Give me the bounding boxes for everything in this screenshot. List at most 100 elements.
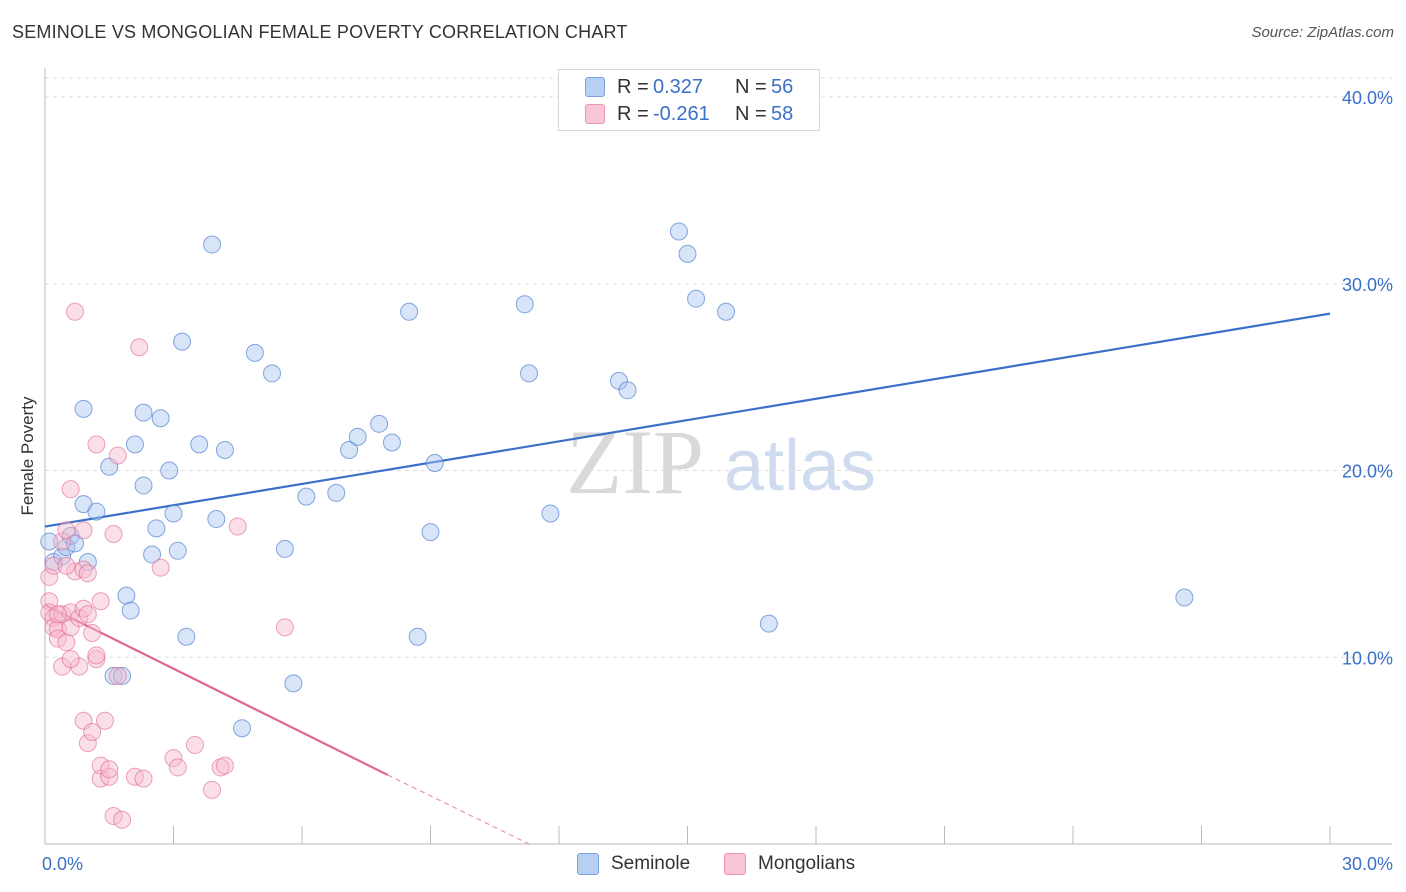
legend-mongolians-label: Mongolians xyxy=(758,853,856,874)
legend-r-value: -0.261 xyxy=(653,102,710,125)
legend-n-value: 56 xyxy=(771,75,794,98)
seminole-point xyxy=(134,403,153,422)
seminole-point xyxy=(687,289,706,308)
seminole-point xyxy=(215,440,234,459)
watermark-atlas: atlas xyxy=(724,426,876,506)
y-tick-label: 30.0% xyxy=(1342,275,1393,295)
seminole-point xyxy=(263,364,282,383)
mongolians-point xyxy=(70,609,89,628)
legend-row-seminole: R = 0.327 N = 56 xyxy=(585,74,793,100)
seminole-point xyxy=(425,454,444,473)
mongolians-point xyxy=(228,517,247,536)
bottom-legend-mongolians: Mongolians xyxy=(724,852,855,876)
mongolians-point xyxy=(100,760,119,779)
seminole-point xyxy=(515,295,534,314)
seminole-point xyxy=(1175,588,1194,607)
seminole-point xyxy=(759,614,778,633)
mongolians-trend-extension xyxy=(387,774,530,845)
legend-r-value: 0.327 xyxy=(653,75,704,98)
trend-lines xyxy=(44,312,1331,845)
seminole-point xyxy=(618,381,637,400)
seminole-point xyxy=(370,414,389,433)
legend-seminole-label: Seminole xyxy=(611,853,691,874)
seminole-point xyxy=(245,343,264,362)
mongolians-point xyxy=(130,338,149,357)
seminole-point xyxy=(147,519,166,538)
mongolians-point xyxy=(78,564,97,583)
chart-title: SEMINOLE VS MONGOLIAN FEMALE POVERTY COR… xyxy=(12,22,628,42)
seminole-point xyxy=(284,674,303,693)
mongolians-point xyxy=(185,736,204,755)
y-tick-label: 40.0% xyxy=(1342,88,1393,108)
seminole-point xyxy=(177,627,196,646)
mongolians-point xyxy=(83,722,102,741)
seminole-point xyxy=(520,364,539,383)
mongolians-swatch xyxy=(585,104,605,124)
seminole-point xyxy=(408,627,427,646)
seminole-point xyxy=(125,435,144,454)
seminole-swatch xyxy=(585,77,605,97)
mongolians-point xyxy=(113,810,132,829)
seminole-point xyxy=(421,523,440,542)
mongolians-point xyxy=(44,556,63,575)
mongolians-point xyxy=(151,558,170,577)
mongolians-point xyxy=(100,767,119,786)
mongolians-point xyxy=(134,769,153,788)
seminole-point xyxy=(541,504,560,523)
seminole-point xyxy=(207,510,226,529)
mongolians-point xyxy=(40,567,59,586)
mongolians-point xyxy=(57,521,76,540)
mongolians-point xyxy=(78,605,97,624)
mongolians-point xyxy=(203,780,222,799)
mongolians-point xyxy=(61,650,80,669)
mongolians-point xyxy=(104,806,123,825)
seminole-point xyxy=(117,586,136,605)
bottom-legend-seminole: Seminole xyxy=(577,852,690,876)
x-tick-label: 30.0% xyxy=(1342,854,1393,874)
seminole-point xyxy=(168,541,187,560)
seminole-point xyxy=(348,427,367,446)
mongolians-point xyxy=(215,756,234,775)
mongolians-point xyxy=(108,446,127,465)
seminole-point xyxy=(173,332,192,351)
mongolians-point xyxy=(87,435,106,454)
seminole-point xyxy=(233,719,252,738)
mongolians-point xyxy=(168,758,187,777)
seminole-point xyxy=(74,399,93,418)
mongolians-point xyxy=(61,480,80,499)
mongolians-point xyxy=(53,532,72,551)
chart-source: Source: ZipAtlas.com xyxy=(1251,24,1394,41)
legend-row-mongolians: R = -0.261 N = 58 xyxy=(585,101,793,127)
mongolians-point xyxy=(48,605,67,624)
mongolians-point xyxy=(104,524,123,543)
tick-labels: 10.0% 20.0% 30.0% 40.0% 0.0% 30.0% xyxy=(42,88,1393,874)
mongolians-point xyxy=(48,629,67,648)
seminole-point xyxy=(143,545,162,564)
mongolians-trend-line xyxy=(44,603,389,776)
axes xyxy=(44,68,1392,845)
seminole-point xyxy=(327,483,346,502)
data-points xyxy=(40,222,1194,829)
mongolians-point xyxy=(78,734,97,753)
seminole-point xyxy=(669,222,688,241)
seminole-point xyxy=(678,244,697,263)
legend-n-value: 58 xyxy=(771,102,794,125)
watermark: ZIP atlas xyxy=(566,411,876,513)
mongolians-point xyxy=(57,633,76,652)
seminole-point xyxy=(297,487,316,506)
seminole-swatch xyxy=(577,853,599,875)
seminole-point xyxy=(340,440,359,459)
mongolians-point xyxy=(87,646,106,665)
gridlines xyxy=(45,77,1392,658)
y-tick-label: 10.0% xyxy=(1342,648,1393,668)
seminole-point xyxy=(87,502,106,521)
seminole-point xyxy=(203,235,222,254)
mongolians-point xyxy=(87,650,106,669)
mongolians-point xyxy=(95,711,114,730)
mongolians-point xyxy=(108,666,127,685)
seminole-point xyxy=(151,409,170,428)
legend-n-label: N = xyxy=(735,75,767,98)
stats-legend: R = 0.327 N = 56 R = -0.261 N = 58 xyxy=(558,69,820,131)
seminole-point xyxy=(113,666,132,685)
